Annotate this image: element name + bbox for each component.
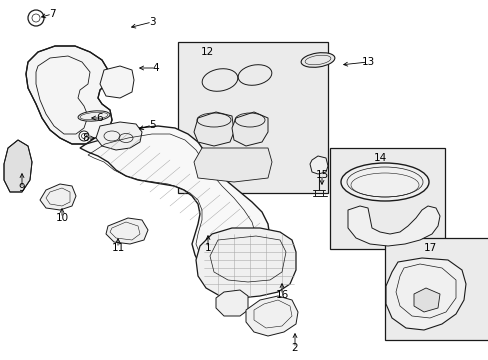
Text: 10: 10	[55, 213, 68, 223]
Polygon shape	[4, 140, 32, 192]
Polygon shape	[96, 122, 142, 150]
Text: 5: 5	[148, 120, 155, 130]
Circle shape	[81, 134, 86, 139]
Polygon shape	[309, 156, 327, 174]
Text: 17: 17	[423, 243, 436, 253]
Bar	[178, 42, 327, 193]
Text: 8: 8	[82, 133, 89, 143]
Polygon shape	[194, 112, 234, 146]
Ellipse shape	[340, 163, 428, 201]
Text: 6: 6	[97, 113, 103, 123]
Polygon shape	[26, 46, 112, 144]
Polygon shape	[194, 148, 271, 182]
Text: 14: 14	[373, 153, 386, 163]
Text: 16: 16	[275, 290, 288, 300]
Text: 3: 3	[148, 17, 155, 27]
Ellipse shape	[78, 111, 110, 121]
Ellipse shape	[301, 53, 334, 67]
Text: 15: 15	[315, 170, 328, 180]
Text: 12: 12	[200, 47, 213, 57]
Polygon shape	[216, 290, 247, 316]
Circle shape	[79, 131, 89, 141]
Text: 13: 13	[361, 57, 374, 67]
Polygon shape	[385, 258, 465, 330]
Text: 4: 4	[152, 63, 159, 73]
Polygon shape	[106, 218, 148, 244]
Text: 11: 11	[111, 243, 124, 253]
Polygon shape	[347, 206, 439, 246]
Polygon shape	[231, 112, 267, 146]
Polygon shape	[40, 184, 76, 210]
Text: 7: 7	[49, 9, 55, 19]
Bar	[329, 148, 444, 249]
Text: 2: 2	[291, 343, 298, 353]
Polygon shape	[100, 66, 134, 98]
Polygon shape	[196, 228, 295, 298]
Bar	[384, 238, 488, 340]
Polygon shape	[245, 296, 297, 336]
Text: 9: 9	[19, 183, 25, 193]
Polygon shape	[80, 126, 269, 282]
Polygon shape	[413, 288, 439, 312]
Text: 1: 1	[204, 243, 211, 253]
